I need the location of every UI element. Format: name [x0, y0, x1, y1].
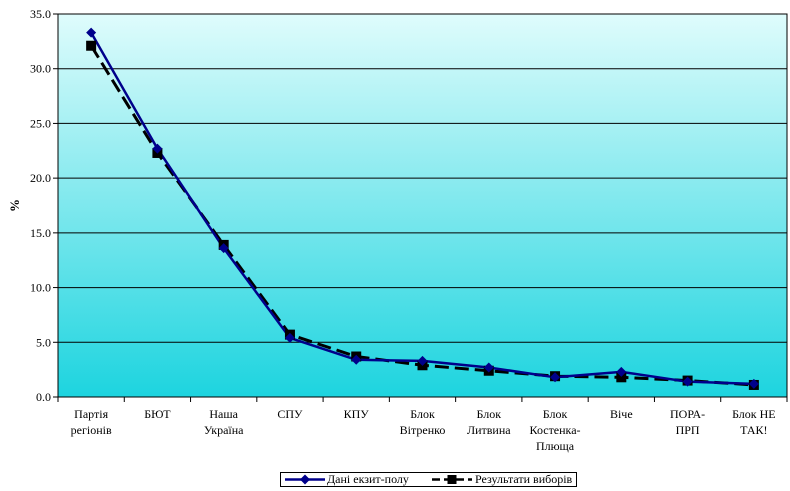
x-tick-label: КПУ [344, 407, 370, 421]
x-tick-label: СПУ [277, 407, 303, 421]
y-tick-label: 15.0 [30, 226, 51, 240]
y-tick-label: 25.0 [30, 116, 51, 130]
plot-area [57, 13, 788, 398]
data-point-results [86, 40, 97, 51]
data-point-exit-poll [550, 372, 561, 383]
data-point-exit-poll [616, 366, 627, 377]
x-tick-label: Блок Вітренко [400, 407, 446, 437]
data-point-exit-poll [682, 376, 693, 387]
y-tick-label: 10.0 [30, 281, 51, 295]
data-point-exit-poll [284, 332, 295, 343]
legend: Дані екзит-полу Результати виборів [280, 472, 577, 487]
x-tick-label: Блок Костенка-Плюща [530, 407, 581, 453]
y-tick-label: 5.0 [36, 335, 51, 349]
data-point-exit-poll [748, 378, 759, 389]
axes [53, 13, 788, 402]
data-point-exit-poll [152, 143, 163, 154]
x-tick-labels: Партія регіонів БЮТ Наша Україна СПУ КПУ Блок Ві… [71, 407, 776, 453]
legend-swatch-exit-poll [285, 474, 325, 485]
legend-swatch-results [432, 475, 472, 484]
x-tick-label: Блок НЕ ТАК! [732, 407, 776, 437]
data-point-exit-poll [417, 355, 428, 366]
data-point-exit-poll [86, 27, 97, 38]
y-tick-label: 35.0 [30, 7, 51, 21]
data-point-results [616, 372, 627, 383]
y-tick-labels: 0.0 5.0 10.0 15.0 20.0 25.0 30.0 35.0 [30, 7, 51, 404]
x-tick-label: БЮТ [144, 407, 171, 421]
series-layer [86, 27, 759, 390]
y-tick-label: 0.0 [36, 390, 51, 404]
y-tick-label: 20.0 [30, 171, 51, 185]
legend-label-results: Результати виборів [475, 472, 573, 486]
gridlines [58, 68, 787, 343]
data-point-exit-poll [218, 243, 229, 254]
data-point-exit-poll [483, 362, 494, 373]
x-tick-label: ПОРА-ПРП [670, 407, 705, 437]
x-tick-label: Наша Україна [204, 407, 244, 437]
x-tick-label: Партія регіонів [71, 407, 112, 437]
data-point-exit-poll [351, 354, 362, 365]
legend-label-exit-poll: Дані екзит-полу [327, 472, 409, 486]
x-tick-label: Віче [610, 407, 633, 421]
y-axis-label: % [7, 199, 22, 212]
y-tick-label: 30.0 [30, 62, 51, 76]
x-tick-label: Блок Литвина [467, 407, 511, 437]
